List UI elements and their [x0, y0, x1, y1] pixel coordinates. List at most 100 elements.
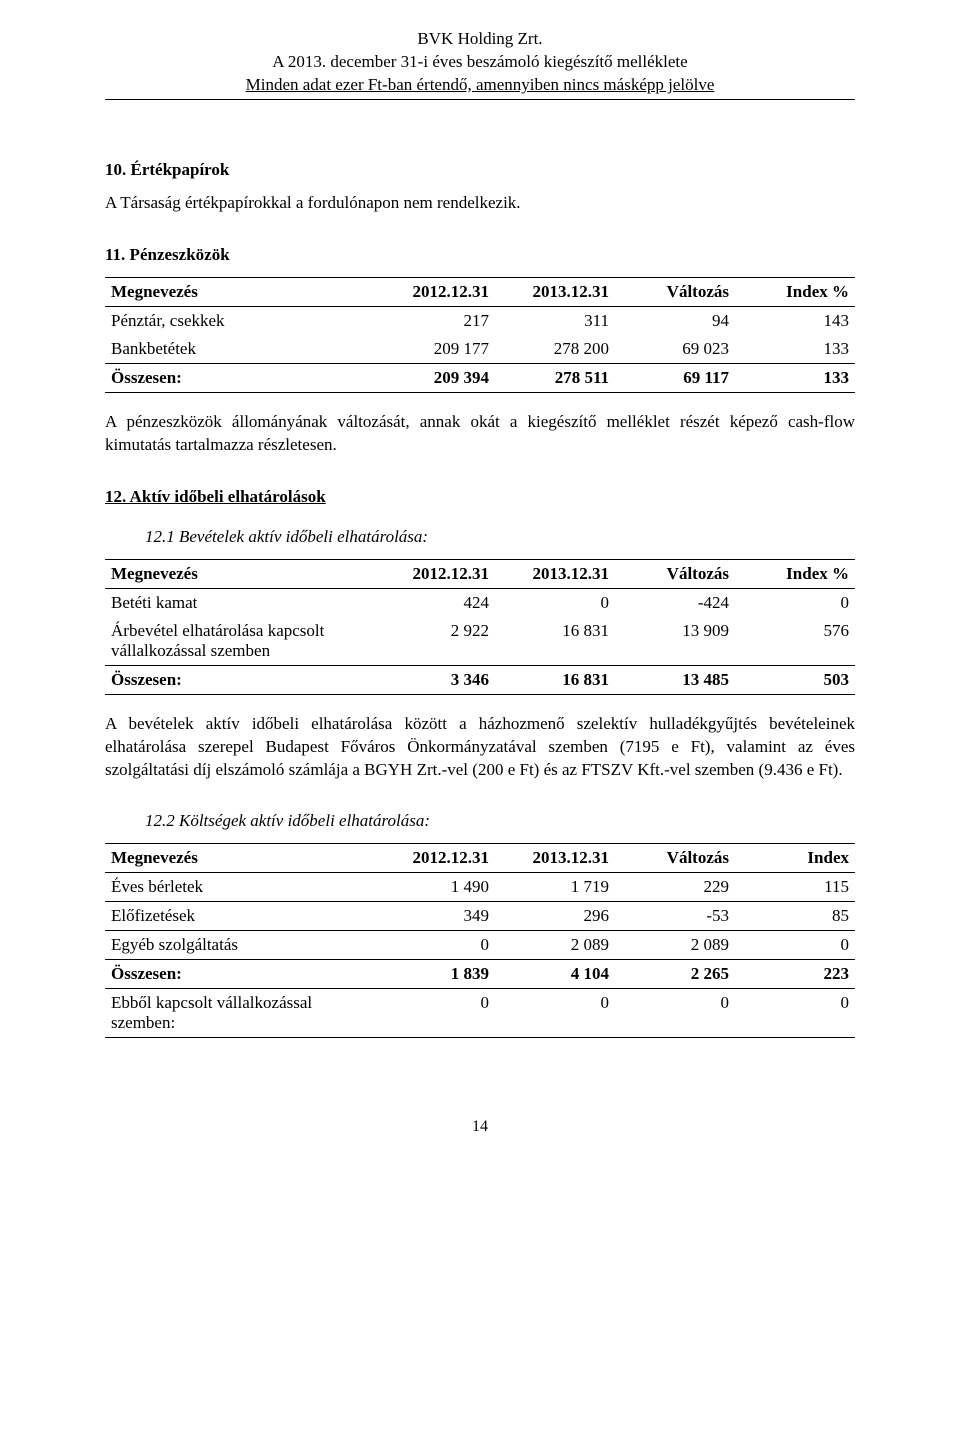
- section-12-2-heading: 12.2 Költségek aktív időbeli elhatárolás…: [145, 811, 855, 831]
- cell: 349: [375, 902, 495, 931]
- table-header-row: Megnevezés 2012.12.31 2013.12.31 Változá…: [105, 277, 855, 306]
- section-10-title: 10. Értékpapírok: [105, 160, 855, 180]
- cell: 94: [615, 306, 735, 335]
- cell: Ebből kapcsolt vállalkozással szemben:: [105, 989, 375, 1038]
- cell: 85: [735, 902, 855, 931]
- cell: 229: [615, 873, 735, 902]
- section-10-text: A Társaság értékpapírokkal a fordulónapo…: [105, 192, 855, 215]
- cell: 2 089: [495, 931, 615, 960]
- cell: 424: [375, 588, 495, 617]
- table-row: Előfizetések 349 296 -53 85: [105, 902, 855, 931]
- cell: 0: [495, 588, 615, 617]
- cell: 576: [735, 617, 855, 666]
- cell: Összesen:: [105, 665, 375, 694]
- cell: 217: [375, 306, 495, 335]
- table-row: Egyéb szolgáltatás 0 2 089 2 089 0: [105, 931, 855, 960]
- table-row: Pénztár, csekkek 217 311 94 143: [105, 306, 855, 335]
- page-header: BVK Holding Zrt. A 2013. december 31-i é…: [105, 28, 855, 100]
- col-header: 2013.12.31: [495, 277, 615, 306]
- cell: Éves bérletek: [105, 873, 375, 902]
- cell: 2 922: [375, 617, 495, 666]
- cell: Bankbetétek: [105, 335, 375, 364]
- cell: 0: [735, 931, 855, 960]
- col-header: Megnevezés: [105, 844, 375, 873]
- col-header: Megnevezés: [105, 559, 375, 588]
- cell: Előfizetések: [105, 902, 375, 931]
- table-header-row: Megnevezés 2012.12.31 2013.12.31 Változá…: [105, 559, 855, 588]
- cell: 0: [735, 588, 855, 617]
- table-row: Betéti kamat 424 0 -424 0: [105, 588, 855, 617]
- table-row: Éves bérletek 1 490 1 719 229 115: [105, 873, 855, 902]
- cell: 503: [735, 665, 855, 694]
- cell: Egyéb szolgáltatás: [105, 931, 375, 960]
- col-header: Index: [735, 844, 855, 873]
- col-header: 2013.12.31: [495, 844, 615, 873]
- header-line-3: Minden adat ezer Ft-ban értendő, amennyi…: [105, 74, 855, 97]
- cell: 3 346: [375, 665, 495, 694]
- header-line-1: BVK Holding Zrt.: [105, 28, 855, 51]
- col-header: 2012.12.31: [375, 277, 495, 306]
- section-12-1-after-text: A bevételek aktív időbeli elhatárolása k…: [105, 713, 855, 782]
- cell: 223: [735, 960, 855, 989]
- col-header: Változás: [615, 277, 735, 306]
- cell: -424: [615, 588, 735, 617]
- table-extra-row: Ebből kapcsolt vállalkozással szemben: 0…: [105, 989, 855, 1038]
- header-line-2: A 2013. december 31-i éves beszámoló kie…: [105, 51, 855, 74]
- cell: 2 265: [615, 960, 735, 989]
- table-header-row: Megnevezés 2012.12.31 2013.12.31 Változá…: [105, 844, 855, 873]
- col-header: Index %: [735, 559, 855, 588]
- col-header: Megnevezés: [105, 277, 375, 306]
- cell: 16 831: [495, 665, 615, 694]
- cell: 133: [735, 335, 855, 364]
- table-bevetelek-elhat: Megnevezés 2012.12.31 2013.12.31 Változá…: [105, 559, 855, 695]
- cell: 0: [375, 931, 495, 960]
- cell: 143: [735, 306, 855, 335]
- cell: 2 089: [615, 931, 735, 960]
- table-total-row: Összesen: 209 394 278 511 69 117 133: [105, 363, 855, 392]
- cell: Összesen:: [105, 363, 375, 392]
- col-header: Index %: [735, 277, 855, 306]
- cell: -53: [615, 902, 735, 931]
- col-header: Változás: [615, 844, 735, 873]
- cell: 209 394: [375, 363, 495, 392]
- table-penzeszkozok: Megnevezés 2012.12.31 2013.12.31 Változá…: [105, 277, 855, 393]
- cell: 4 104: [495, 960, 615, 989]
- col-header: 2012.12.31: [375, 559, 495, 588]
- cell: 209 177: [375, 335, 495, 364]
- cell: 69 023: [615, 335, 735, 364]
- table-total-row: Összesen: 3 346 16 831 13 485 503: [105, 665, 855, 694]
- cell: 133: [735, 363, 855, 392]
- col-header: 2012.12.31: [375, 844, 495, 873]
- section-11-after-text: A pénzeszközök állományának változását, …: [105, 411, 855, 457]
- cell: 311: [495, 306, 615, 335]
- table-row: Árbevétel elhatárolása kapcsolt vállalko…: [105, 617, 855, 666]
- cell: Árbevétel elhatárolása kapcsolt vállalko…: [105, 617, 375, 666]
- cell: 13 909: [615, 617, 735, 666]
- col-header: 2013.12.31: [495, 559, 615, 588]
- cell: 0: [375, 989, 495, 1038]
- cell: 0: [735, 989, 855, 1038]
- cell: 278 511: [495, 363, 615, 392]
- col-header: Változás: [615, 559, 735, 588]
- cell: 0: [615, 989, 735, 1038]
- cell: 13 485: [615, 665, 735, 694]
- table-koltsegek-elhat: Megnevezés 2012.12.31 2013.12.31 Változá…: [105, 843, 855, 1038]
- cell: 115: [735, 873, 855, 902]
- cell: Összesen:: [105, 960, 375, 989]
- section-12-1-heading: 12.1 Bevételek aktív időbeli elhatárolás…: [145, 527, 855, 547]
- page-number: 14: [105, 1118, 855, 1136]
- cell: 1 490: [375, 873, 495, 902]
- table-row: Bankbetétek 209 177 278 200 69 023 133: [105, 335, 855, 364]
- section-12-title: 12. Aktív időbeli elhatárolások: [105, 487, 855, 507]
- cell: Betéti kamat: [105, 588, 375, 617]
- cell: 278 200: [495, 335, 615, 364]
- table-total-row: Összesen: 1 839 4 104 2 265 223: [105, 960, 855, 989]
- cell: 0: [495, 989, 615, 1038]
- cell: 296: [495, 902, 615, 931]
- cell: Pénztár, csekkek: [105, 306, 375, 335]
- cell: 1 719: [495, 873, 615, 902]
- section-11-title: 11. Pénzeszközök: [105, 245, 855, 265]
- cell: 69 117: [615, 363, 735, 392]
- cell: 16 831: [495, 617, 615, 666]
- cell: 1 839: [375, 960, 495, 989]
